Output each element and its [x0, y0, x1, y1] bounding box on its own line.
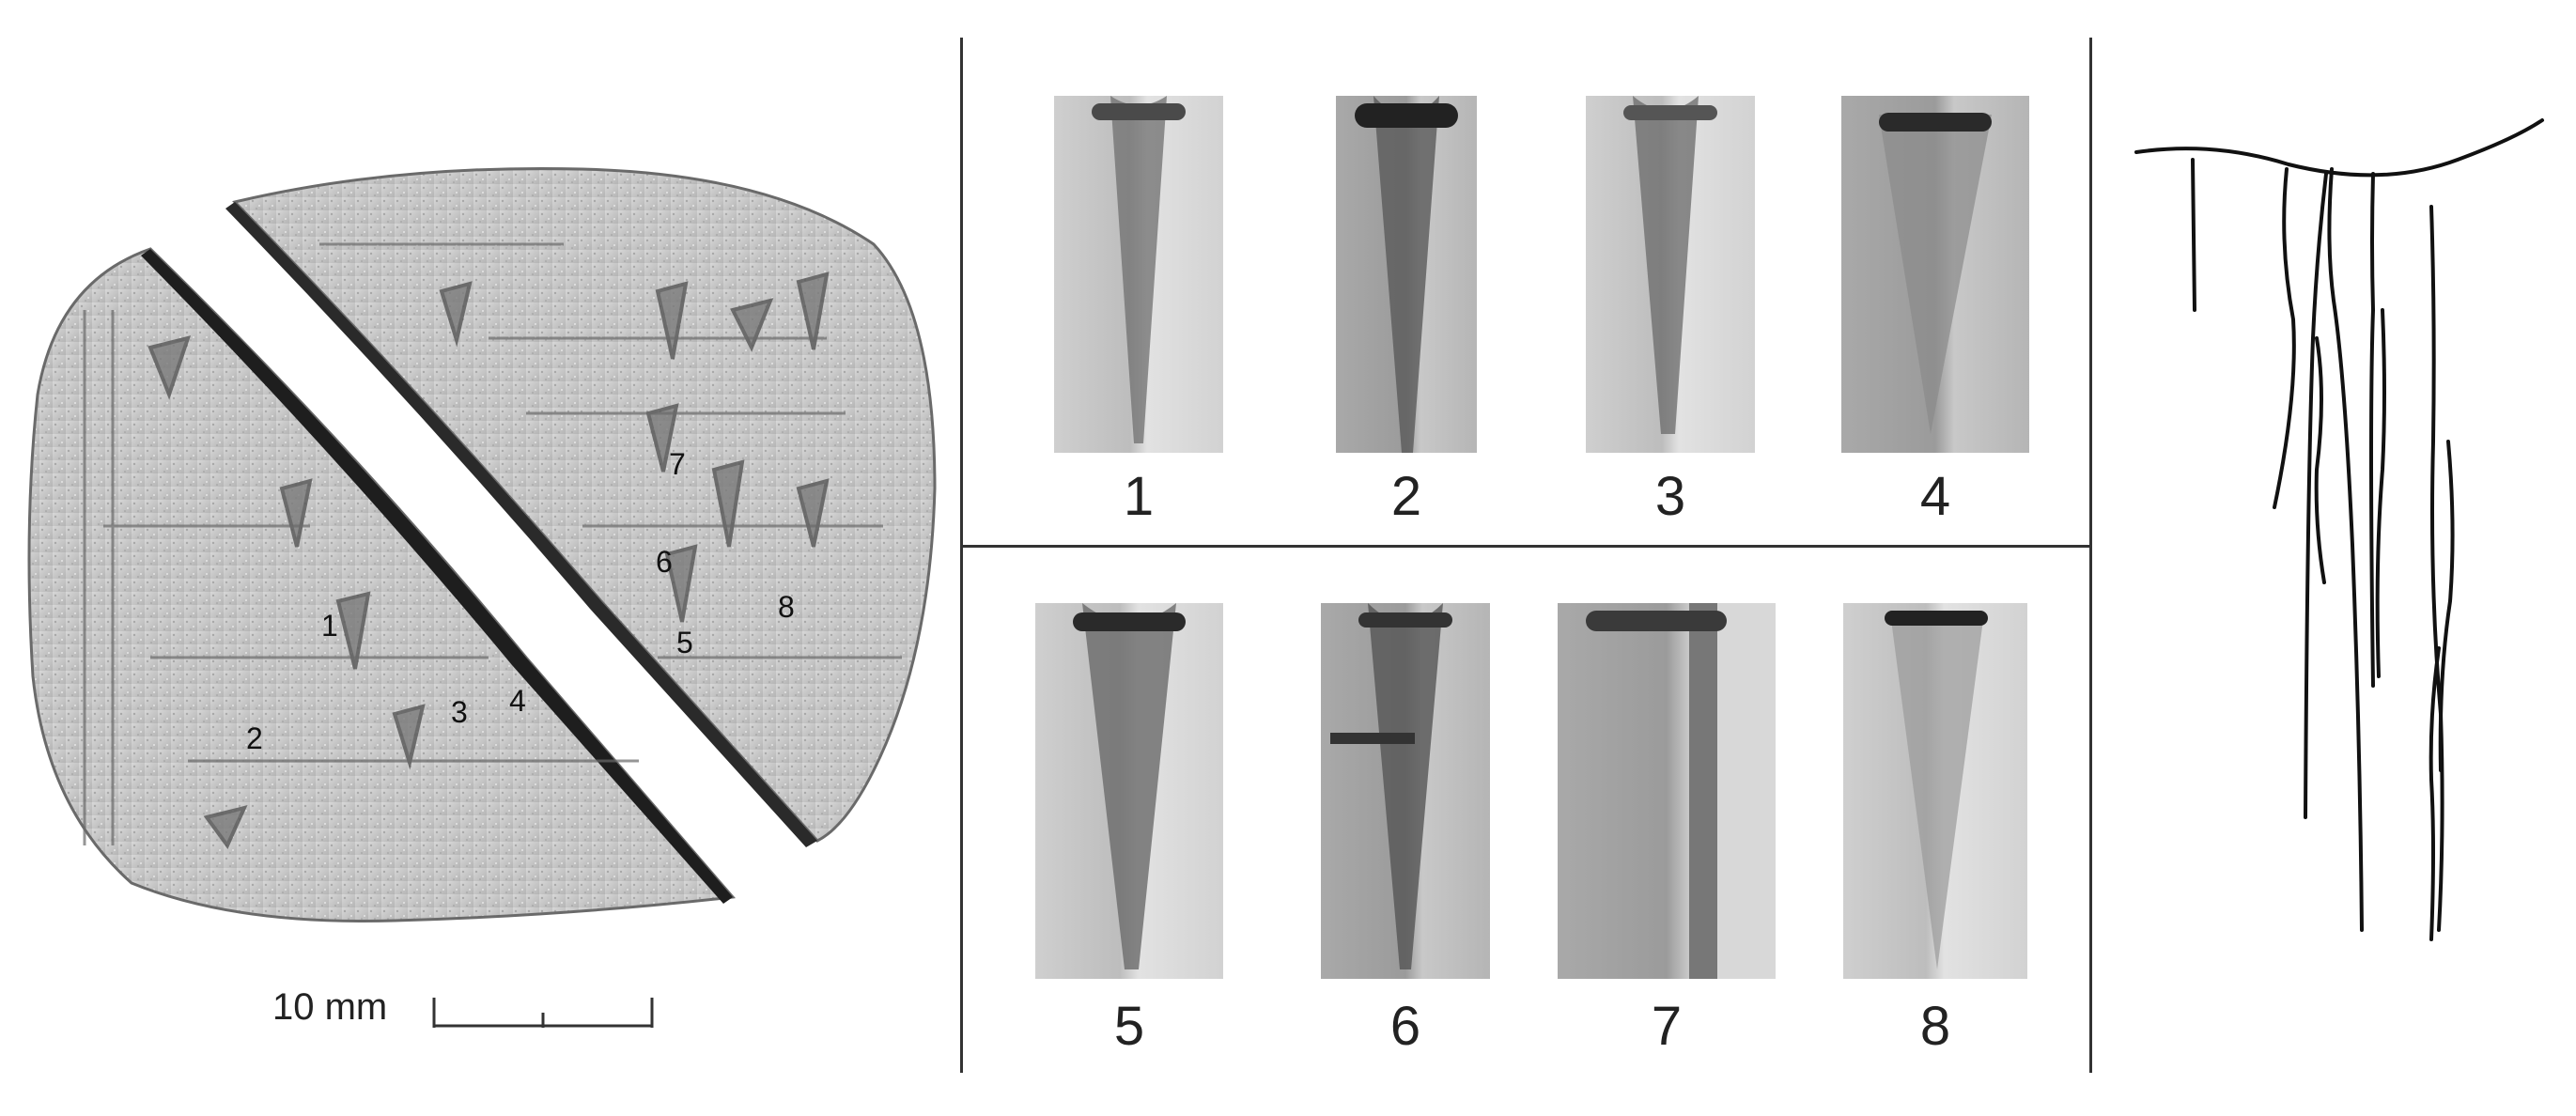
- scale-bar-label: 10 mm: [272, 986, 388, 1028]
- detail-label-2: 2: [1390, 466, 1422, 527]
- detail-label-7: 7: [1651, 996, 1683, 1057]
- detail-thumb-6: [1321, 603, 1490, 979]
- detail-label-3: 3: [1654, 466, 1686, 527]
- detail-thumb-8: [1843, 603, 2027, 979]
- detail-label-1: 1: [1123, 466, 1155, 527]
- detail-thumb-3: [1586, 96, 1755, 453]
- detail-thumb-1: [1054, 96, 1223, 453]
- detail-grid: 1 2 3 4 5 6 7 8: [964, 0, 2087, 1116]
- tablet-image: [27, 166, 937, 922]
- detail-thumb-5: [1035, 603, 1223, 979]
- divider-vertical-left: [960, 38, 963, 1073]
- detail-label-4: 4: [1919, 466, 1951, 527]
- tablet-marker-6: 6: [656, 545, 673, 579]
- tablet-marker-5: 5: [676, 626, 693, 659]
- tablet-marker-8: 8: [778, 590, 795, 624]
- scale-bar: [432, 998, 654, 1028]
- tablet-fragment-left: [27, 247, 736, 922]
- divider-horizontal: [962, 545, 2091, 548]
- detail-label-6: 6: [1389, 996, 1421, 1057]
- detail-label-5: 5: [1113, 996, 1145, 1057]
- detail-thumb-7: [1558, 603, 1776, 979]
- detail-label-8: 8: [1919, 996, 1951, 1057]
- tablet-marker-2: 2: [246, 721, 263, 755]
- tablet-marker-7: 7: [669, 447, 686, 481]
- tablet-figure: 1 2 3 4 5 6 7 8 10 mm: [0, 0, 949, 1116]
- detail-thumb-2: [1336, 96, 1477, 453]
- tablet-marker-4: 4: [509, 684, 526, 718]
- tablet-marker-3: 3: [451, 695, 468, 729]
- tablet-marker-1: 1: [321, 609, 338, 643]
- divider-vertical-right: [2089, 38, 2092, 1073]
- stylus-line-drawing: [2134, 118, 2544, 941]
- detail-thumb-4: [1841, 96, 2029, 453]
